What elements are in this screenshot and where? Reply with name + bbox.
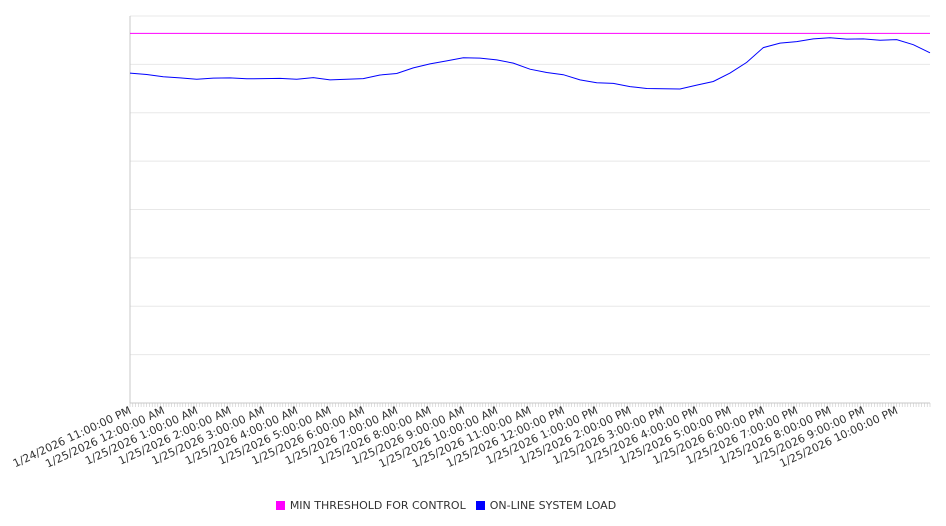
legend-item-load[interactable]: ON-LINE SYSTEM LOAD bbox=[475, 499, 617, 512]
legend: MIN THRESHOLD FOR CONTROL ON-LINE SYSTEM… bbox=[0, 499, 892, 512]
legend-item-threshold[interactable]: MIN THRESHOLD FOR CONTROL bbox=[275, 499, 466, 512]
legend-swatch-threshold bbox=[275, 501, 285, 510]
legend-label-load: ON-LINE SYSTEM LOAD bbox=[489, 499, 617, 512]
x-axis-ticks bbox=[129, 403, 931, 407]
x-axis-labels: 1/24/2026 11:00:00 PM1/25/2026 12:00:00 … bbox=[11, 404, 900, 471]
legend-swatch-load bbox=[475, 501, 485, 510]
legend-label-threshold: MIN THRESHOLD FOR CONTROL bbox=[289, 499, 466, 512]
system-load-line bbox=[129, 37, 931, 90]
series-lines bbox=[129, 32, 931, 90]
gridlines bbox=[130, 15, 930, 356]
